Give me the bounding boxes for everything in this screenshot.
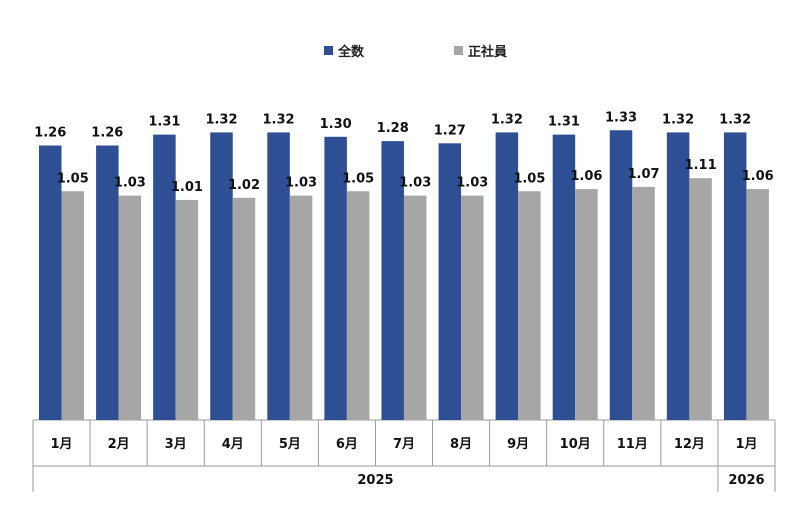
bar-regular [118,195,142,420]
data-label-regular: 1.07 [627,167,659,182]
data-label-regular: 1.03 [399,176,431,191]
data-label-all: 1.31 [148,115,180,130]
data-label-regular: 1.03 [285,176,317,191]
bar-regular [689,178,712,420]
bar-regular [289,195,313,420]
bar-regular [346,191,370,420]
bar-all [609,130,633,420]
x-tick-label: 7月 [393,437,415,452]
data-label-regular: 1.03 [456,176,488,191]
bar-regular [632,186,655,420]
legend-item-regular: 正社員 [454,41,507,60]
legend-item-all: 全数 [324,41,364,60]
data-label-regular: 1.06 [570,169,602,184]
bar-all [153,134,176,420]
data-label-regular: 1.02 [228,178,260,193]
bar-regular [232,197,256,420]
x-tick-label: 10月 [560,437,591,452]
bar-all [96,145,119,420]
year-label: 2025 [357,473,393,488]
x-tick-label: 11月 [617,437,648,452]
legend-swatch-all [324,46,333,55]
bar-regular [746,189,769,420]
legend-label-regular: 正社員 [468,45,508,60]
data-label-all: 1.30 [320,117,352,132]
data-label-all: 1.32 [205,112,237,127]
data-label-regular: 1.03 [114,176,146,191]
data-label-regular: 1.05 [513,171,545,186]
x-tick-label: 1月 [51,437,73,452]
bar-regular [461,195,484,420]
x-tick-label: 9月 [507,437,529,452]
data-label-regular: 1.05 [57,171,89,186]
data-label-all: 1.26 [91,126,123,141]
x-tick-label: 3月 [165,437,187,452]
data-label-all: 1.32 [263,112,295,127]
data-label-all: 1.28 [377,121,409,136]
x-tick-label: 5月 [279,437,301,452]
bar-all [552,134,576,420]
data-label-regular: 1.05 [342,171,374,186]
bar-all [666,132,690,420]
data-label-all: 1.32 [662,112,694,127]
data-label-all: 1.33 [605,110,637,125]
bar-all [723,132,747,420]
bar-regular [175,199,199,420]
data-label-regular: 1.11 [685,158,717,173]
data-label-all: 1.32 [719,112,751,127]
legend-label-all: 全数 [338,45,365,60]
data-label-all: 1.32 [491,112,523,127]
bar-regular [575,189,598,420]
bar-all [39,145,62,420]
data-label-all: 1.31 [548,115,580,130]
x-tick-label: 6月 [336,437,358,452]
legend: 全数 正社員 [0,41,800,61]
bar-all [438,143,462,421]
legend-swatch-regular [454,46,463,55]
x-tick-label: 8月 [450,437,472,452]
bar-regular [518,191,541,420]
data-label-regular: 1.01 [171,180,203,195]
bar-all [324,136,347,421]
bar-all [495,132,519,420]
bar-regular [403,195,427,420]
bar-regular [61,191,84,420]
bar-all [210,132,233,420]
data-label-all: 1.26 [34,126,66,141]
x-tick-label: 12月 [674,437,705,452]
data-label-regular: 1.06 [742,169,774,184]
x-tick-label: 2月 [108,437,130,452]
bar-all [381,141,404,420]
data-label-all: 1.27 [434,123,466,138]
x-tick-label: 4月 [222,437,244,452]
year-label: 2026 [728,473,764,488]
bar-all [267,132,290,420]
x-tick-label: 1月 [735,437,757,452]
